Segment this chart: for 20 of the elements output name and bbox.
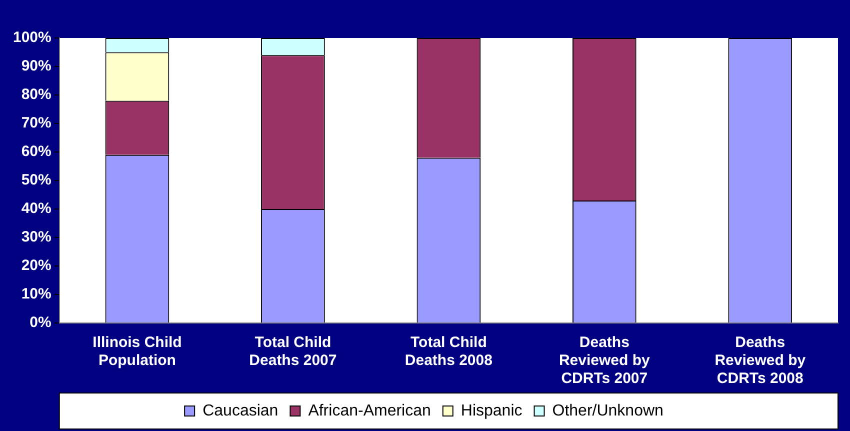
- x-tick-label: Total Child Deaths 2007: [249, 334, 337, 370]
- y-tick-label: 50%: [21, 172, 52, 189]
- y-tick-label: 30%: [21, 228, 52, 246]
- y-tick-label: 20%: [21, 257, 52, 274]
- y-tick-label: 60%: [21, 143, 52, 160]
- legend-label: Hispanic: [460, 402, 522, 420]
- x-tick-label: Deaths Reviewed by CDRTs 2007: [558, 334, 650, 388]
- y-tick-label: 90%: [21, 58, 52, 75]
- legend-label: African-American: [308, 402, 431, 420]
- legend-label: Caucasian: [202, 402, 278, 420]
- y-tick-label: 40%: [21, 200, 52, 218]
- y-tick-label: 10%: [21, 286, 52, 303]
- y-tick-label: 70%: [21, 114, 52, 132]
- x-tick-label: Total Child Deaths 2008: [404, 334, 492, 370]
- y-tick-label: 100%: [12, 29, 52, 46]
- x-tick-label: Deaths Reviewed by CDRTs 2008: [714, 334, 806, 388]
- y-tick-label: 0%: [30, 314, 52, 332]
- x-tick-label: Illinois Child Population: [92, 334, 182, 370]
- legend-label: Other/Unknown: [552, 402, 664, 420]
- y-tick-label: 80%: [21, 86, 52, 104]
